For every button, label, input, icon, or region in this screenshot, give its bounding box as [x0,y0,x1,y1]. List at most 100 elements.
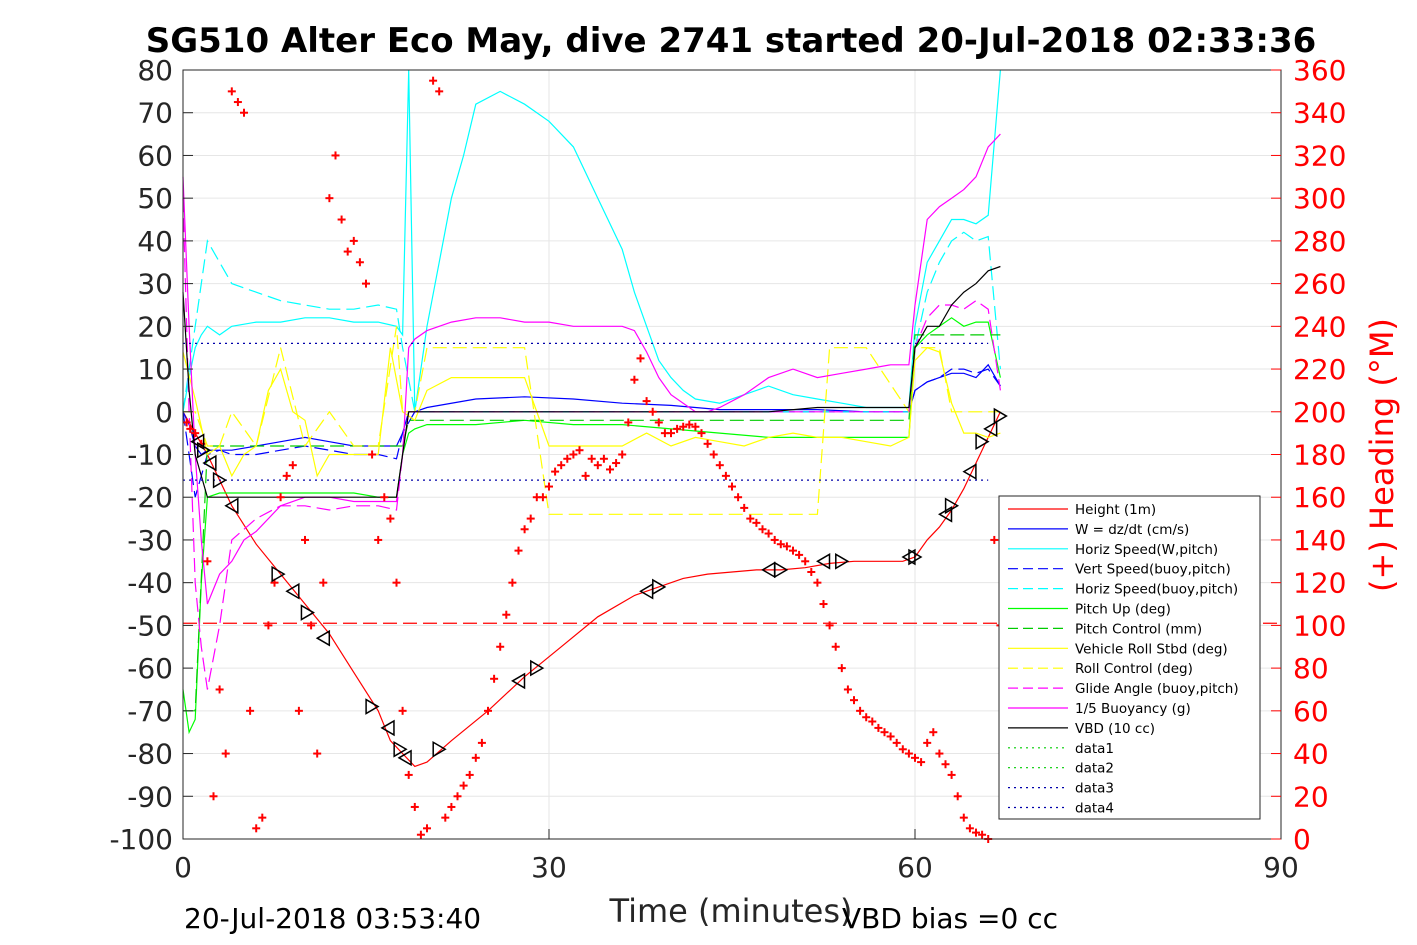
heading-point [233,98,242,107]
heading-point [709,450,718,459]
y-tick-label: -100 [109,823,173,856]
heading-point [435,87,444,96]
heading-point [667,429,675,438]
heading-point [917,758,926,767]
heading-point [911,753,919,762]
heading-point [423,824,431,833]
x-tick-label: 0 [174,851,192,884]
y-tick-label: -10 [127,439,173,472]
chart-title: SG510 Alter Eco May, dive 2741 started 2… [146,21,1317,61]
heading-point [740,503,749,512]
heading-point [752,518,761,527]
heading-point [978,830,987,839]
heading-point [728,482,736,491]
heading-point [606,465,614,474]
heading-point [240,108,248,117]
heading-point [764,529,773,538]
height-marker [212,471,228,489]
heading-point [264,621,273,630]
y2-tick-label: 280 [1293,225,1346,258]
heading-point [685,420,694,429]
heading-point [246,706,255,715]
y2-tick-label: 20 [1293,780,1329,813]
heading-point [186,424,195,433]
series-line-10 [182,133,1001,605]
y2-tick-label: 40 [1293,738,1329,771]
heading-point [508,578,517,587]
heading-point [496,642,505,651]
height-marker [365,698,380,715]
heading-point [642,397,651,406]
y-tick-label: 0 [155,396,173,429]
heading-point [343,247,352,256]
heading-point [447,802,456,811]
heading-point [813,578,822,587]
heading-point [282,471,291,480]
footer-timestamp: 20-Jul-2018 03:53:40 [184,902,481,935]
legend-label: Roll Control (deg) [1075,661,1193,677]
heading-point [416,830,425,839]
y-tick-label: 20 [137,310,173,343]
height-marker [397,749,412,767]
heading-point [386,514,395,523]
heading-point [563,454,572,463]
height-marker [993,407,1008,425]
heading-point [825,621,834,630]
heading-point [624,418,633,427]
series-line-11 [182,265,1001,498]
y2-tick-label: 100 [1293,609,1346,642]
heading-point [612,459,621,468]
y-tick-label: 60 [137,139,173,172]
legend-label: data3 [1075,781,1114,797]
heading-point [398,706,407,715]
heading-point [795,550,804,559]
heading-point [789,546,797,555]
heading-point [215,685,224,694]
heading-point [618,450,627,459]
y-tick-label: 80 [137,54,173,87]
heading-point [551,467,560,476]
heading-point [758,525,767,534]
heading-point [691,422,700,431]
heading-point [429,76,438,85]
y-tick-label: -70 [127,695,173,728]
height-marker [393,740,408,758]
heading-point [404,770,413,779]
series-layer [182,69,1001,768]
heading-point [904,749,913,758]
heading-point [673,424,682,433]
height-marker [816,553,831,570]
heading-point [630,375,639,384]
heading-point [441,813,450,822]
heading-point [972,828,980,837]
heading-point [721,471,730,480]
heading-point [941,760,950,769]
y-tick-label: -90 [127,780,173,813]
legend-label: Height (1m) [1075,502,1156,518]
y-tick-label: 40 [137,225,173,258]
height-marker [944,497,960,515]
heading-point [953,792,962,801]
y2-tick-label: 360 [1293,54,1346,87]
heading-point [490,674,499,683]
x-tick-label: 90 [1263,851,1299,884]
heading-point [514,546,523,555]
y2-axis-label: (+) Heading (°M) [1363,318,1401,592]
y2-tick-label: 120 [1293,567,1346,600]
heading-point [935,749,944,758]
legend: Height (1m) W = dz/dt (cm/s) Horiz Speed(W… [998,495,1261,820]
heading-point [557,461,566,470]
heading-point [636,354,645,363]
y2-tick-label: 240 [1293,310,1346,343]
heading-point [191,429,200,438]
height-marker [271,565,286,583]
heading-point [502,610,511,619]
height-marker [530,659,545,677]
x-tick-label: 30 [531,851,567,884]
heading-point [276,493,285,502]
heading-point [886,732,895,741]
heading-point [807,567,816,576]
heading-point [319,578,328,587]
y2-tick-label: 300 [1293,182,1346,215]
x-axis-ticks: 0 30 60 90 [174,829,1299,884]
